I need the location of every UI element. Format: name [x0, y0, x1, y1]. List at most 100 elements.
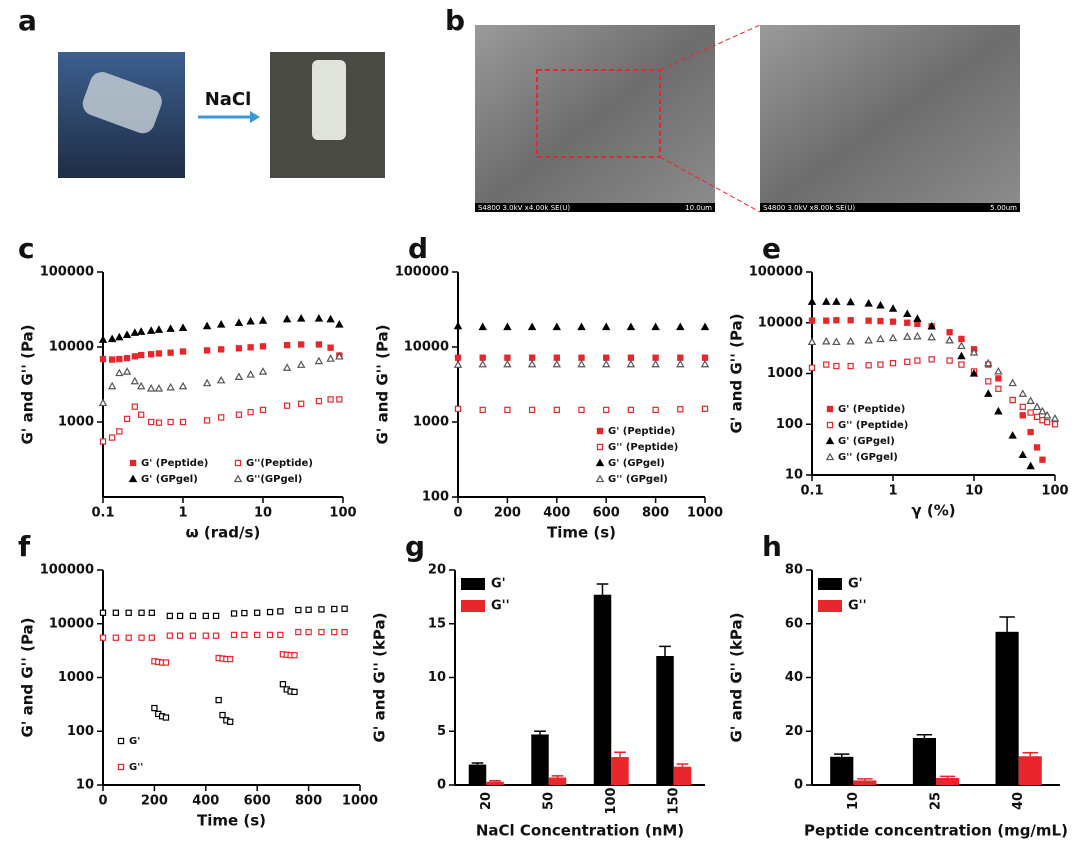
- data-point: [148, 418, 155, 426]
- data-point: [957, 341, 966, 350]
- x-tick-label: 1: [888, 484, 897, 499]
- data-point: [877, 361, 884, 368]
- legend-label: G': [129, 736, 140, 747]
- error-bar: [614, 751, 626, 758]
- data-point: [335, 351, 344, 360]
- data-point: [107, 334, 117, 343]
- y-tick-label: 1000: [413, 415, 449, 430]
- panel-label: e: [762, 232, 781, 265]
- bar: [830, 756, 854, 785]
- data-point: [1050, 414, 1060, 422]
- data-point: [298, 341, 305, 348]
- error-bar: [834, 753, 850, 757]
- x-tick-label: 150: [666, 787, 681, 814]
- legend-label: G''(Peptide): [246, 458, 313, 469]
- data-point: [928, 356, 935, 363]
- data-point: [130, 376, 140, 385]
- data-point: [1019, 412, 1026, 419]
- y-tick-label: 100000: [40, 563, 94, 578]
- data-point: [176, 612, 184, 620]
- data-point: [865, 362, 872, 369]
- sem-info: S4800 3.0kV x4.00k SE(U): [478, 204, 570, 212]
- data-point: [503, 322, 512, 331]
- y-axis-label: G' and G'' (Pa): [19, 324, 37, 444]
- panel-label: h: [762, 530, 782, 563]
- data-point: [166, 382, 175, 391]
- data-point: [1008, 431, 1017, 439]
- data-point: [227, 718, 234, 725]
- data-point: [876, 334, 885, 343]
- data-point: [994, 406, 1003, 415]
- x-tick-label: 100: [1041, 484, 1068, 499]
- data-point: [832, 297, 841, 305]
- data-point: [808, 364, 816, 371]
- data-point: [823, 317, 830, 324]
- x-tick-label: 50: [541, 792, 556, 810]
- data-point: [166, 612, 173, 620]
- data-point: [652, 354, 659, 361]
- data-point: [202, 632, 209, 639]
- data-point: [833, 317, 840, 324]
- data-point: [914, 357, 921, 364]
- x-axis-label: γ (%): [911, 502, 955, 520]
- data-point: [336, 396, 343, 403]
- data-point: [652, 406, 659, 414]
- data-point: [865, 317, 872, 324]
- x-tick-label: 1: [178, 506, 187, 521]
- data-point: [112, 609, 120, 616]
- data-point: [888, 333, 898, 342]
- data-point: [154, 325, 164, 333]
- data-point: [123, 354, 131, 362]
- data-point: [247, 409, 254, 416]
- data-point: [241, 631, 248, 639]
- data-point: [832, 337, 841, 346]
- data-point: [125, 634, 132, 641]
- data-point: [969, 369, 979, 377]
- panel-label: c: [18, 232, 35, 265]
- data-point: [479, 354, 486, 361]
- data-point: [335, 319, 344, 328]
- x-tick-label: 0: [98, 794, 107, 809]
- data-point: [504, 406, 511, 414]
- y-tick-label: 100000: [749, 265, 803, 280]
- y-tick-label: 60: [785, 616, 803, 631]
- data-point: [283, 341, 291, 349]
- legend-marker: [117, 737, 125, 745]
- x-tick-label: 600: [244, 794, 271, 809]
- data-point: [1042, 410, 1052, 419]
- data-point: [108, 434, 116, 441]
- data-point: [453, 321, 463, 330]
- data-point: [318, 628, 325, 636]
- data-point: [241, 609, 248, 617]
- data-point: [266, 631, 274, 639]
- data-point: [847, 317, 854, 324]
- legend-marker: [596, 427, 604, 435]
- data-point: [291, 688, 298, 696]
- legend-label: G'': [848, 599, 867, 614]
- sem-scale: 5.00um: [990, 204, 1017, 212]
- data-point: [216, 375, 226, 384]
- x-tick-label: 400: [543, 506, 570, 521]
- data-point: [676, 359, 685, 368]
- y-tick-label: 1000: [58, 415, 94, 430]
- legend-label: G'' (GPgel): [838, 452, 898, 463]
- data-point: [527, 359, 537, 368]
- data-point: [864, 335, 873, 344]
- data-point: [99, 609, 107, 616]
- legend-label: G''(GPgel): [246, 474, 302, 485]
- y-tick-label: 1000: [58, 670, 94, 685]
- data-point: [578, 406, 585, 414]
- vial: [312, 60, 346, 140]
- legend-marker: [234, 459, 242, 467]
- data-point: [219, 711, 226, 719]
- data-point: [277, 631, 284, 639]
- data-point: [112, 634, 120, 641]
- error-bar: [489, 779, 501, 782]
- data-point: [178, 323, 188, 332]
- data-point: [131, 353, 138, 360]
- data-point: [99, 634, 107, 641]
- x-tick-label: 200: [494, 506, 521, 521]
- data-point: [296, 314, 306, 322]
- data-point: [282, 363, 292, 371]
- data-point: [904, 358, 911, 365]
